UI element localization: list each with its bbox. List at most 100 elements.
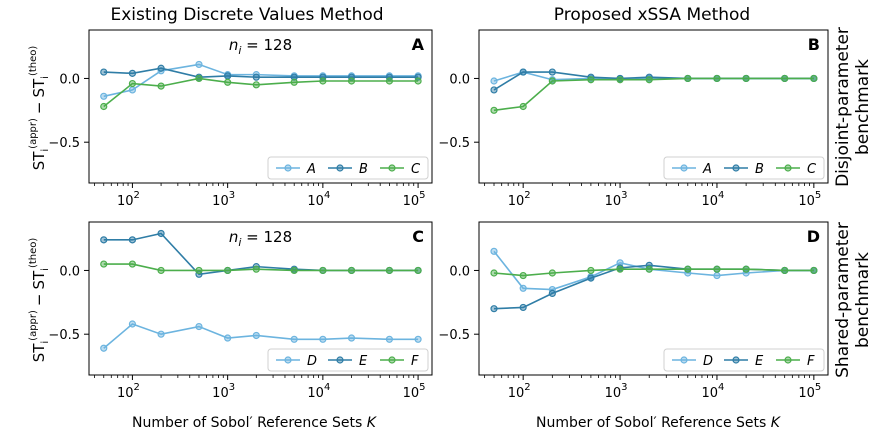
xlabel-right-prefix: Number of Sobol′ Reference Sets bbox=[536, 415, 771, 431]
point-D bbox=[347, 334, 356, 342]
point-B bbox=[519, 68, 527, 76]
legend-marker-D bbox=[680, 356, 688, 364]
x-tick-label: 102 bbox=[117, 382, 140, 401]
point-F bbox=[645, 265, 653, 273]
panel-B: 102 103 104 105 0.0 −0.5 B A B C bbox=[438, 29, 829, 209]
point-C bbox=[587, 76, 595, 84]
legend-label-B: B bbox=[755, 162, 764, 177]
point-B bbox=[224, 72, 232, 80]
point-D bbox=[290, 335, 298, 343]
point-F bbox=[157, 266, 165, 275]
point-D bbox=[100, 344, 108, 352]
point-A bbox=[490, 77, 498, 85]
point-C bbox=[645, 76, 653, 84]
point-F bbox=[224, 266, 232, 275]
point-B bbox=[290, 73, 298, 81]
legend-marker-C bbox=[388, 164, 396, 172]
legend-marker-C bbox=[784, 164, 792, 172]
y-tick-label: −0.5 bbox=[438, 328, 470, 343]
point-F bbox=[616, 265, 624, 273]
legend-marker-F bbox=[388, 356, 396, 364]
point-F bbox=[319, 266, 327, 275]
row-label-bottom-line2: benchmark bbox=[853, 252, 873, 348]
point-F bbox=[742, 265, 750, 273]
panels: 102 103 104 105 0.0 −0.5 Ani = 128 A B C 102 103 104… bbox=[48, 29, 829, 401]
y-tick-label: −0.5 bbox=[48, 136, 80, 151]
point-B bbox=[128, 69, 137, 77]
point-F bbox=[548, 269, 556, 277]
x-tick-label: 103 bbox=[212, 190, 235, 209]
point-A bbox=[195, 60, 203, 69]
point-D bbox=[252, 331, 260, 340]
point-D bbox=[128, 320, 137, 328]
legend-label-B: B bbox=[359, 162, 368, 177]
x-tick-label: 105 bbox=[798, 382, 821, 401]
point-F bbox=[684, 265, 692, 273]
series-line-F bbox=[103, 263, 419, 272]
point-F bbox=[195, 266, 203, 275]
legend-label-A: A bbox=[306, 162, 316, 177]
point-F bbox=[290, 266, 298, 275]
panel-letter: A bbox=[412, 35, 425, 54]
point-C bbox=[224, 78, 232, 86]
legend-marker-D bbox=[284, 356, 292, 364]
point-F bbox=[414, 266, 422, 275]
point-C bbox=[616, 76, 624, 84]
x-tick-label: 102 bbox=[508, 190, 531, 209]
point-C bbox=[252, 81, 260, 89]
point-C bbox=[519, 102, 527, 111]
legend-label-F: F bbox=[807, 354, 815, 369]
point-C bbox=[490, 106, 498, 114]
ylabel-bottom-sub2: i bbox=[40, 268, 51, 271]
xlabel-left-var: K bbox=[367, 415, 378, 431]
legend-label-D: D bbox=[703, 354, 713, 369]
xlabel-right: Number of Sobol′ Reference Sets K bbox=[536, 415, 782, 431]
point-C bbox=[157, 82, 165, 90]
ylabel-top-st2: ST bbox=[30, 78, 48, 98]
ylabel-top-sub1: i bbox=[40, 149, 51, 152]
ylabel-top-sub2: i bbox=[40, 76, 51, 79]
point-F bbox=[252, 265, 260, 273]
x-tick-label: 103 bbox=[212, 382, 235, 401]
legend-marker-A bbox=[284, 164, 292, 172]
ylabel-top: STi(appr)−STi(theo) bbox=[28, 46, 51, 171]
point-E bbox=[100, 236, 108, 244]
point-B bbox=[490, 86, 498, 94]
series-line-C bbox=[493, 77, 814, 112]
point-C bbox=[548, 77, 556, 85]
point-E bbox=[548, 289, 556, 297]
x-tick-label: 103 bbox=[605, 382, 628, 401]
y-tick-label: 0.0 bbox=[59, 72, 80, 87]
ylabel-bottom-sup1: (appr) bbox=[28, 310, 39, 341]
series-line-D bbox=[103, 323, 419, 349]
x-tick-label: 105 bbox=[403, 382, 426, 401]
annotation-ni: ni = 128 bbox=[229, 36, 292, 57]
point-E bbox=[157, 229, 165, 238]
x-tick-label: 104 bbox=[307, 190, 330, 209]
legend-label-C: C bbox=[807, 162, 817, 177]
point-D bbox=[414, 335, 422, 343]
legend-label-F: F bbox=[411, 354, 419, 369]
ylabel-top-sup1: (appr) bbox=[28, 118, 39, 149]
point-C bbox=[290, 78, 298, 86]
point-D bbox=[519, 284, 527, 292]
point-C bbox=[100, 102, 108, 111]
x-tick-label: 104 bbox=[307, 382, 330, 401]
point-F bbox=[810, 266, 818, 275]
point-E bbox=[128, 236, 137, 244]
annotation-ni: ni = 128 bbox=[229, 228, 292, 249]
axes-frame bbox=[88, 29, 433, 184]
point-F bbox=[490, 269, 498, 277]
row-label-top: Disjoint-parameter benchmark bbox=[833, 27, 873, 187]
point-C bbox=[385, 77, 394, 85]
ylabel-bottom-text: STi(appr)−STi(theo) bbox=[28, 238, 51, 363]
point-F bbox=[100, 260, 108, 268]
x-tick-label: 102 bbox=[508, 382, 531, 401]
point-C bbox=[195, 74, 203, 83]
legend-marker-A bbox=[680, 164, 688, 172]
series-line-B bbox=[493, 71, 814, 91]
point-D bbox=[224, 334, 232, 342]
point-C bbox=[781, 74, 789, 83]
y-tick-label: −0.5 bbox=[48, 328, 80, 343]
xlabel-left-prefix: Number of Sobol′ Reference Sets bbox=[132, 415, 367, 431]
